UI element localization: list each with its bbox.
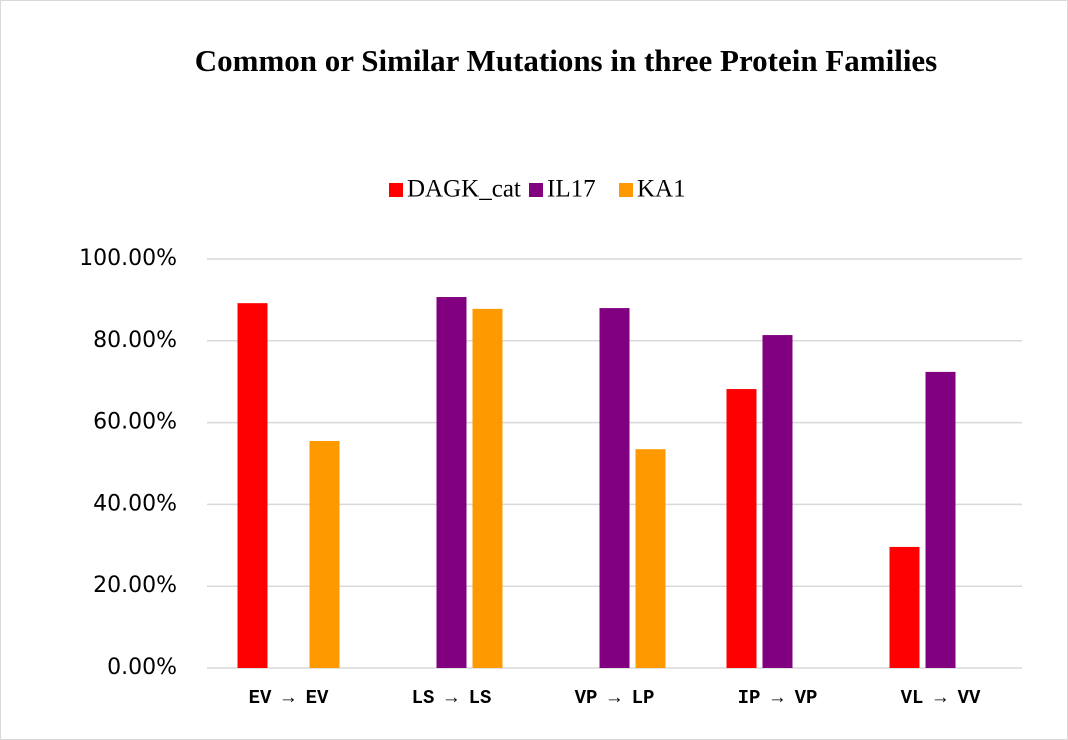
legend-swatch (619, 183, 633, 197)
bar (635, 449, 666, 668)
chart-title: Common or Similar Mutations in three Pro… (194, 43, 938, 78)
bar (599, 308, 630, 668)
y-tick-label: 80.00% (93, 328, 177, 353)
legend-label: DAGK_cat (407, 176, 521, 203)
y-tick-label: 60.00% (93, 410, 177, 435)
bar (889, 546, 920, 668)
y-tick-label: 40.00% (93, 491, 177, 516)
x-tick-label: IP → VP (738, 687, 818, 709)
bar (309, 441, 340, 668)
bar (237, 303, 268, 668)
legend-label: KA1 (637, 176, 686, 203)
legend-swatch (389, 183, 403, 197)
y-tick-label: 100.00% (79, 246, 177, 271)
y-tick-label: 0.00% (107, 655, 177, 680)
x-tick-label: LS → LS (412, 687, 492, 709)
y-tick-label: 20.00% (93, 573, 177, 598)
bar (762, 335, 793, 668)
bar (726, 389, 757, 668)
legend-label: IL17 (547, 176, 596, 203)
bar (925, 371, 956, 668)
x-tick-label: EV → EV (249, 687, 329, 709)
legend-swatch (529, 183, 543, 197)
x-tick-label: VL → VV (901, 687, 981, 709)
bar (472, 308, 503, 668)
bar (436, 297, 467, 668)
x-tick-label: VP → LP (575, 687, 655, 709)
